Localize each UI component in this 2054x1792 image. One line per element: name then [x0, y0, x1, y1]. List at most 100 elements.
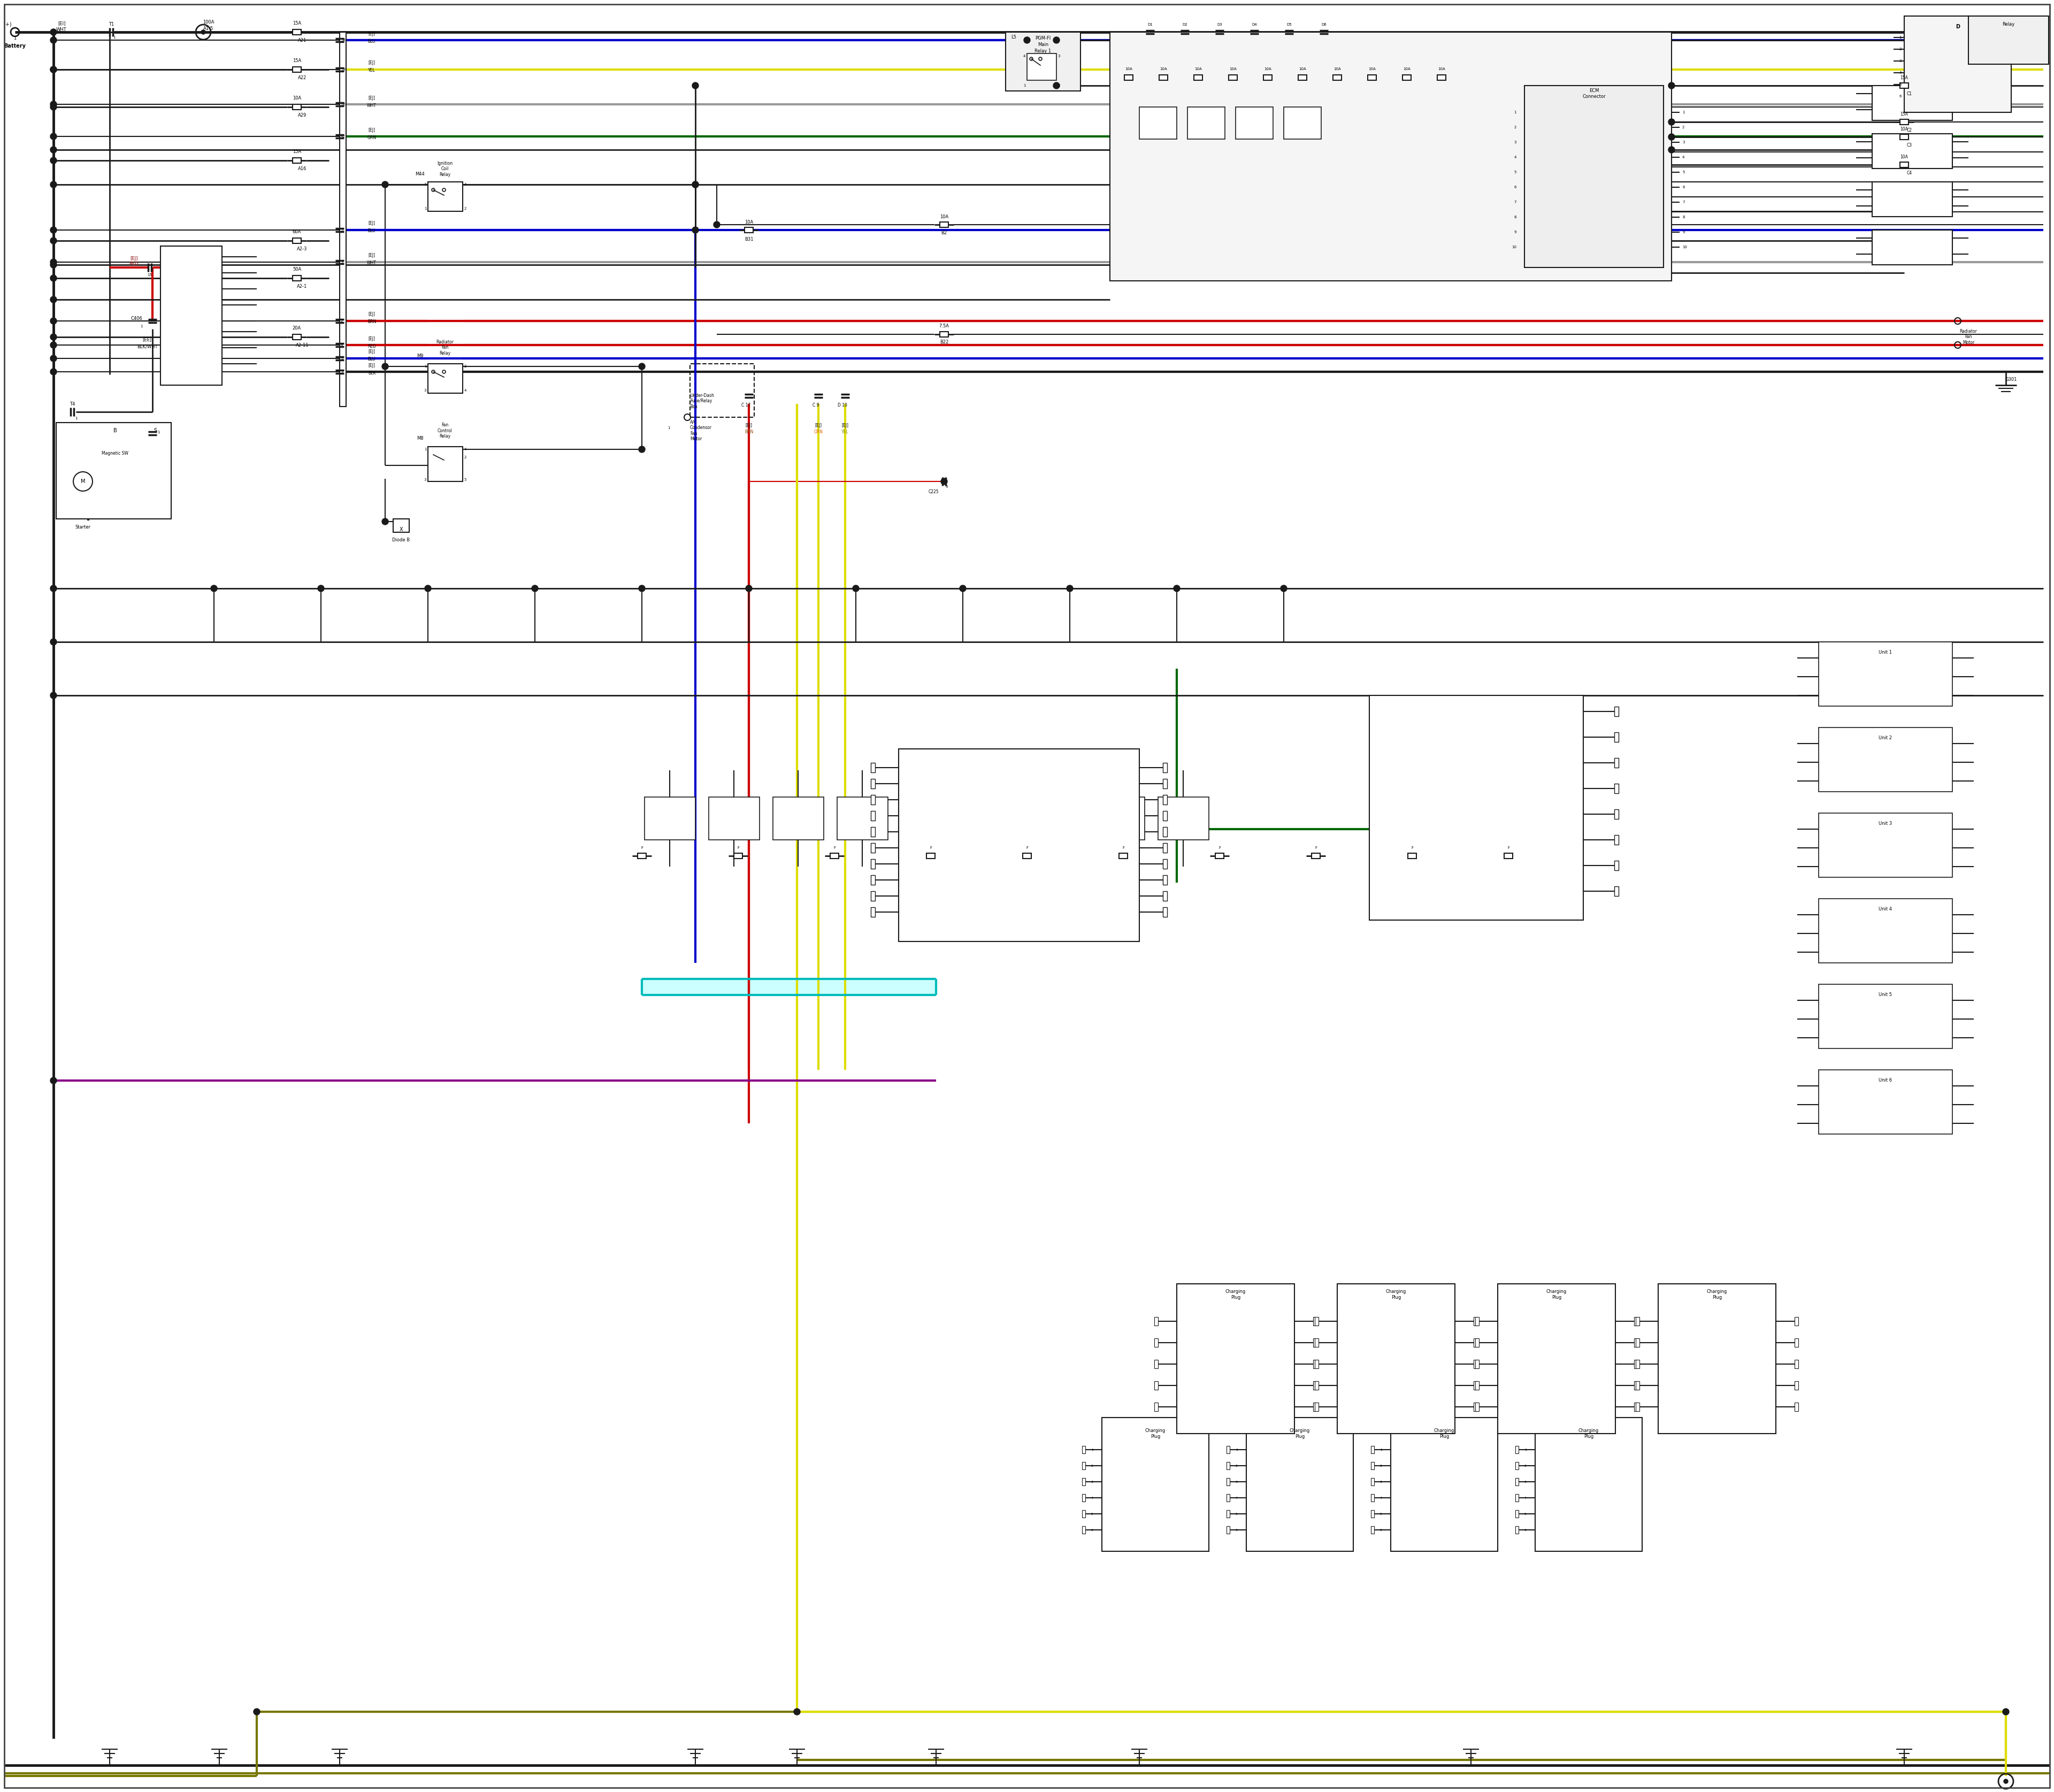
Bar	[1473, 1360, 1477, 1369]
Text: 1: 1	[140, 324, 142, 328]
Text: A2-1: A2-1	[298, 285, 308, 289]
Bar	[1163, 907, 1167, 918]
Text: 10A: 10A	[1298, 68, 1306, 70]
Text: 10A: 10A	[1900, 127, 1908, 131]
Circle shape	[49, 258, 58, 265]
Bar	[1635, 1382, 1637, 1391]
Circle shape	[49, 274, 58, 281]
Text: 6: 6	[1237, 1529, 1239, 1530]
Circle shape	[49, 104, 58, 109]
Bar	[427, 364, 462, 392]
Bar	[1391, 1417, 1497, 1552]
Text: RED: RED	[368, 344, 376, 348]
Bar	[1082, 1446, 1085, 1453]
Text: BRN: BRN	[744, 430, 754, 435]
Bar	[1370, 1511, 1374, 1518]
Text: 5: 5	[341, 228, 343, 231]
Text: [EJ]: [EJ]	[842, 423, 848, 428]
Text: PGM-FI: PGM-FI	[1035, 36, 1052, 41]
Text: D4: D4	[1251, 23, 1257, 27]
Text: 1: 1	[1682, 111, 1684, 115]
Text: M: M	[80, 478, 84, 484]
Bar	[292, 29, 302, 34]
Text: [EJ]: [EJ]	[368, 364, 376, 367]
Bar	[1237, 108, 1273, 140]
Bar	[1370, 1462, 1374, 1469]
Text: D1: D1	[1148, 23, 1152, 27]
Bar	[1313, 1339, 1317, 1348]
Text: F: F	[1121, 846, 1124, 849]
Text: BLK/WHT: BLK/WHT	[138, 344, 158, 349]
Bar	[1315, 1360, 1319, 1369]
Text: 3: 3	[1058, 54, 1060, 57]
Text: T4: T4	[70, 401, 74, 407]
Text: (+): (+)	[4, 22, 12, 27]
Bar	[1534, 1417, 1641, 1552]
Bar	[744, 228, 754, 233]
Circle shape	[1668, 134, 1674, 140]
Text: 15A: 15A	[1900, 111, 1908, 116]
Bar	[1109, 32, 1672, 281]
Text: 10A: 10A	[1161, 68, 1167, 70]
Text: 3: 3	[341, 371, 343, 373]
Bar	[1163, 891, 1167, 901]
Circle shape	[49, 296, 58, 303]
Text: [EJ]: [EJ]	[368, 220, 376, 226]
Text: Magnetic SW: Magnetic SW	[101, 450, 127, 455]
Text: BLU: BLU	[368, 39, 376, 43]
Bar	[965, 797, 1017, 840]
Bar	[1968, 16, 2048, 65]
Text: 3: 3	[423, 389, 427, 392]
Text: D: D	[1955, 23, 1960, 29]
Text: 4: 4	[464, 448, 466, 452]
Text: BLU: BLU	[368, 357, 376, 362]
Circle shape	[1066, 586, 1072, 591]
Text: 1: 1	[1380, 1448, 1382, 1452]
Bar	[1027, 54, 1056, 81]
Text: B31: B31	[744, 237, 754, 242]
Text: F: F	[834, 846, 836, 849]
Text: 3: 3	[423, 478, 427, 482]
Circle shape	[49, 638, 58, 645]
Bar	[1871, 181, 1953, 217]
Bar	[1635, 1317, 1639, 1326]
Circle shape	[692, 228, 698, 233]
Text: Unit 1: Unit 1	[1879, 650, 1892, 656]
Text: 15: 15	[148, 274, 152, 276]
Text: Charging
Plug: Charging Plug	[1577, 1428, 1598, 1439]
Bar	[1124, 75, 1134, 81]
Bar	[1900, 82, 1908, 88]
Bar	[1635, 1360, 1637, 1369]
Text: 3: 3	[1524, 1480, 1526, 1484]
Bar	[1082, 1462, 1085, 1469]
Text: Unit 3: Unit 3	[1879, 821, 1892, 826]
Text: Charging
Plug: Charging Plug	[1707, 1288, 1727, 1299]
Text: 10A: 10A	[744, 220, 754, 224]
Bar	[1247, 1417, 1354, 1552]
Text: Unit 6: Unit 6	[1879, 1079, 1892, 1082]
Text: Diode B: Diode B	[392, 538, 411, 543]
Text: F: F	[1315, 846, 1317, 849]
Bar	[641, 978, 937, 995]
Bar	[1473, 1339, 1477, 1348]
Bar	[1904, 16, 2011, 113]
Text: 1: 1	[1524, 1448, 1526, 1452]
Bar	[733, 853, 741, 858]
Text: 15A: 15A	[292, 22, 302, 25]
Text: A22: A22	[298, 75, 306, 81]
Bar	[1407, 853, 1417, 858]
Text: 5: 5	[1380, 1512, 1382, 1516]
Text: C406: C406	[131, 315, 142, 321]
Text: ORN: ORN	[813, 430, 824, 435]
Bar	[1163, 796, 1167, 805]
Bar	[1795, 1360, 1799, 1369]
Bar	[900, 749, 1140, 941]
Bar	[1284, 108, 1321, 140]
Circle shape	[2005, 1779, 2009, 1783]
Bar	[1226, 1527, 1230, 1534]
Bar	[1475, 1360, 1479, 1369]
Text: Fan
Control
Relay: Fan Control Relay	[438, 423, 452, 439]
Text: C 17: C 17	[741, 403, 752, 409]
Text: 1: 1	[156, 430, 160, 434]
Text: 2: 2	[341, 319, 343, 323]
